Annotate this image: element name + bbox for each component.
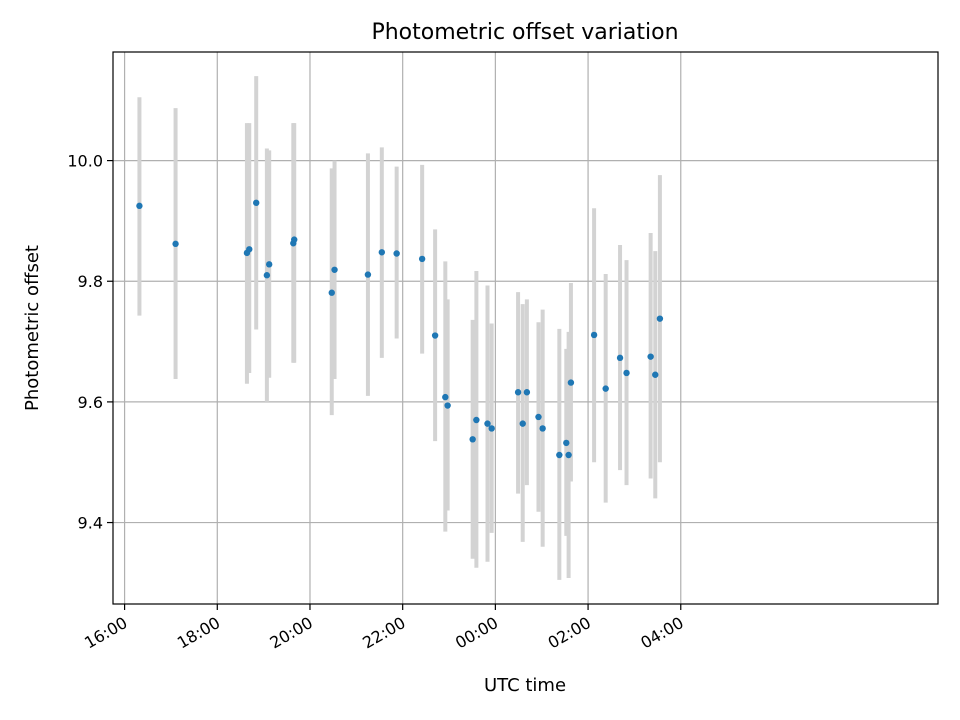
y-tick-label: 9.4 bbox=[78, 514, 103, 533]
data-point bbox=[514, 389, 522, 396]
data-point bbox=[565, 451, 572, 459]
point-layer bbox=[136, 199, 664, 459]
data-point bbox=[563, 439, 570, 447]
data-point bbox=[263, 272, 271, 279]
data-point bbox=[616, 354, 624, 362]
data-point bbox=[378, 249, 386, 256]
data-point bbox=[253, 199, 260, 207]
plot-frame bbox=[112, 51, 939, 605]
data-point bbox=[328, 289, 335, 296]
data-point bbox=[652, 371, 659, 378]
data-point bbox=[567, 379, 575, 386]
data-point bbox=[590, 331, 598, 339]
data-point bbox=[418, 255, 426, 263]
data-point bbox=[623, 369, 630, 377]
data-point bbox=[647, 353, 654, 360]
chart-title: Photometric offset variation bbox=[371, 20, 678, 45]
y-tick-label: 10.0 bbox=[67, 152, 103, 171]
data-point bbox=[535, 413, 542, 421]
data-point bbox=[246, 246, 253, 253]
data-point bbox=[523, 389, 531, 396]
data-point bbox=[291, 236, 298, 243]
data-point bbox=[469, 436, 476, 443]
data-point bbox=[473, 416, 480, 424]
data-point bbox=[444, 402, 451, 409]
data-point bbox=[539, 425, 546, 432]
data-point bbox=[364, 271, 372, 278]
data-point bbox=[519, 420, 526, 427]
data-point bbox=[484, 420, 491, 427]
data-point bbox=[602, 385, 609, 392]
data-point bbox=[488, 425, 495, 432]
y-tick-label: 9.8 bbox=[78, 272, 103, 291]
data-point bbox=[331, 266, 338, 273]
x-axis-label: UTC time bbox=[484, 675, 566, 696]
data-point bbox=[556, 451, 563, 459]
data-point bbox=[393, 250, 400, 257]
data-point bbox=[136, 202, 143, 210]
data-point bbox=[442, 393, 449, 401]
data-point bbox=[656, 315, 664, 322]
data-point bbox=[431, 332, 439, 339]
data-point bbox=[172, 240, 179, 248]
data-point bbox=[265, 261, 273, 268]
y-axis-label: Photometric offset bbox=[22, 245, 43, 411]
y-tick-label: 9.6 bbox=[78, 393, 103, 412]
